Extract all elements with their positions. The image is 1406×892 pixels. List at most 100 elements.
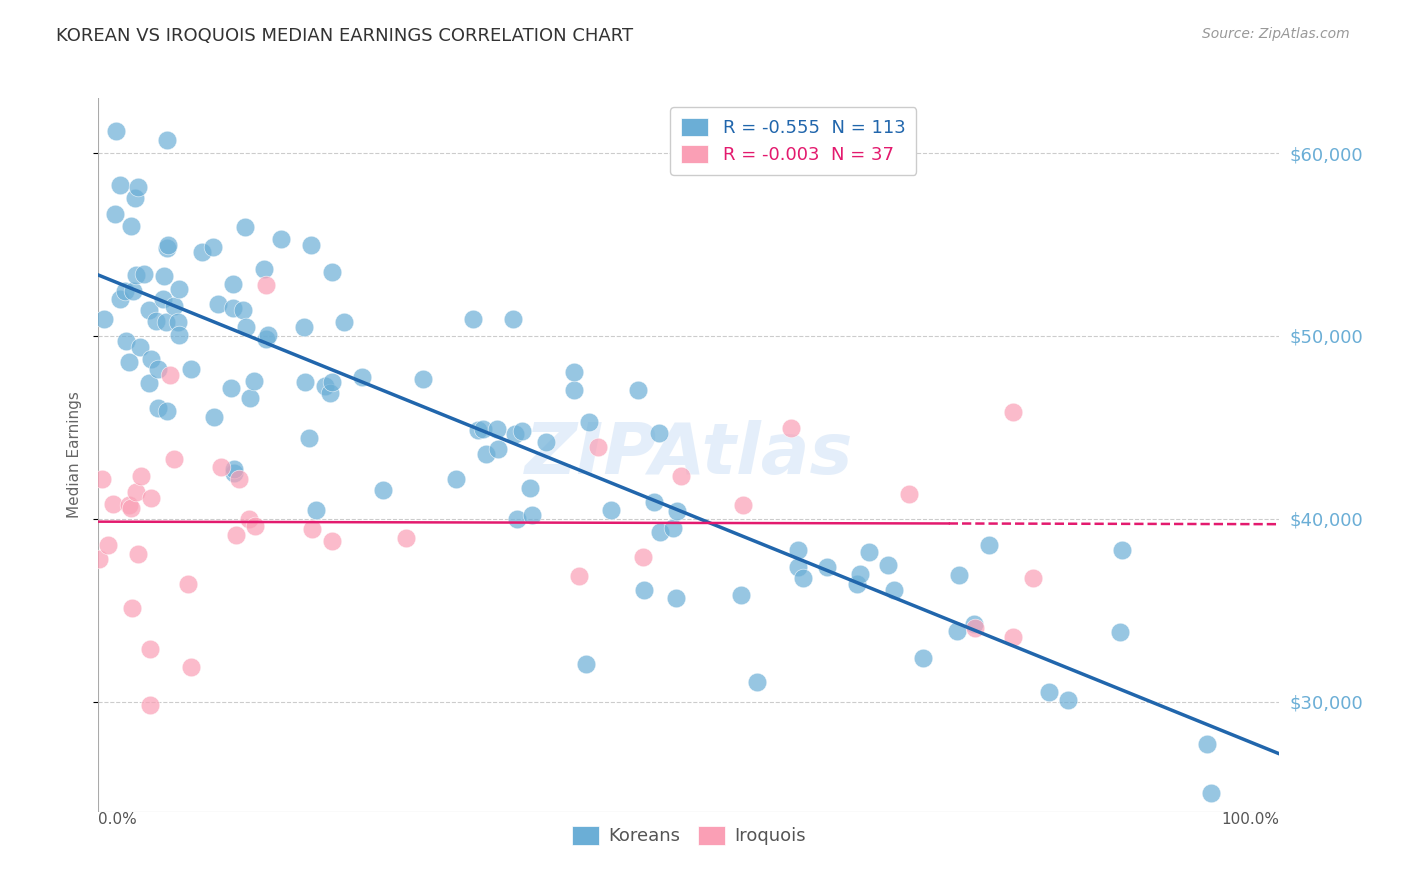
Point [333,315,356,329]
Point [503,426,526,441]
Point [207,297,229,311]
Point [1199,786,1222,800]
Point [301,522,323,536]
Point [321,375,343,389]
Point [209,459,232,474]
Point [104,207,127,221]
Point [631,550,654,565]
Point [167,282,190,296]
Point [963,621,986,635]
Point [146,401,169,415]
Point [127,180,149,194]
Point [118,355,141,369]
Point [257,328,280,343]
Point [562,384,585,398]
Point [108,178,131,192]
Point [115,334,138,348]
Point [191,245,214,260]
Point [948,568,970,582]
Point [643,495,665,509]
Point [233,220,256,235]
Point [156,133,179,147]
Point [486,442,509,457]
Point [305,502,328,516]
Point [665,591,688,606]
Point [114,284,136,298]
Point [222,301,245,316]
Point [270,232,292,246]
Point [319,386,342,401]
Point [562,365,585,379]
Point [786,543,808,558]
Y-axis label: Median Earnings: Median Earnings [67,392,83,518]
Point [235,319,257,334]
Point [321,265,343,279]
Point [97,537,120,551]
Point [128,340,150,354]
Point [963,616,986,631]
Point [145,314,167,328]
Point [1022,571,1045,585]
Point [238,391,260,405]
Point [945,624,967,639]
Point [846,576,869,591]
Point [156,404,179,418]
Point [292,320,315,334]
Point [201,240,224,254]
Point [848,566,870,581]
Point [858,545,880,559]
Point [600,503,623,517]
Point [633,583,655,598]
Point [534,435,557,450]
Point [412,372,434,386]
Point [139,698,162,713]
Point [253,262,276,277]
Point [125,485,148,500]
Legend: Koreans, Iroquois: Koreans, Iroquois [565,819,813,853]
Point [127,547,149,561]
Point [167,327,190,342]
Point [506,512,529,526]
Point [159,368,181,382]
Text: Source: ZipAtlas.com: Source: ZipAtlas.com [1202,27,1350,41]
Point [1111,543,1133,558]
Point [177,577,200,591]
Point [373,483,395,498]
Point [461,312,484,326]
Point [350,369,373,384]
Point [222,277,245,292]
Point [578,415,600,429]
Point [1002,405,1025,419]
Point [104,123,127,137]
Point [141,491,163,506]
Point [125,268,148,282]
Point [977,538,1000,552]
Point [883,582,905,597]
Point [163,299,186,313]
Text: KOREAN VS IROQUOIS MEDIAN EARNINGS CORRELATION CHART: KOREAN VS IROQUOIS MEDIAN EARNINGS CORRE… [56,27,633,45]
Point [321,534,343,549]
Point [228,473,250,487]
Point [108,292,131,306]
Point [219,381,242,395]
Point [395,531,418,545]
Point [298,431,321,445]
Point [120,500,142,515]
Point [661,521,683,535]
Point [568,569,591,583]
Point [502,312,524,326]
Point [238,511,260,525]
Point [648,425,671,440]
Point [152,292,174,306]
Point [163,452,186,467]
Point [467,423,489,437]
Point [1108,625,1130,640]
Point [1195,737,1218,751]
Text: 0.0%: 0.0% [98,812,138,827]
Point [627,384,650,398]
Point [669,468,692,483]
Point [155,315,177,329]
Point [254,277,277,292]
Point [314,379,336,393]
Point [815,560,838,574]
